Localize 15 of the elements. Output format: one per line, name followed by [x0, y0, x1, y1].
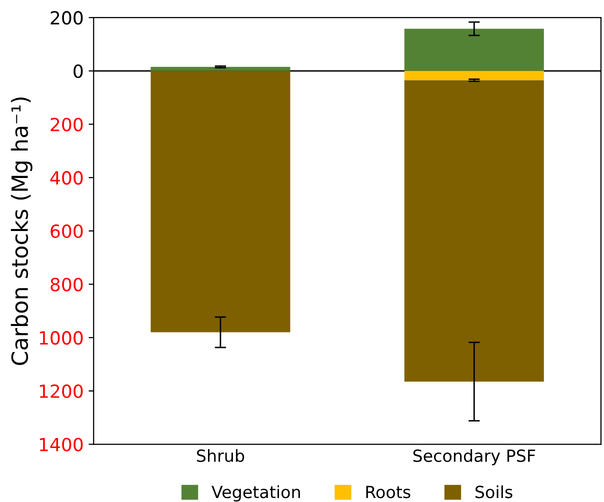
legend-label: Vegetation	[212, 485, 300, 502]
y-tick-label: 0	[74, 64, 83, 78]
y-tick-label: 200	[50, 11, 83, 25]
y-tick-label: 400	[50, 171, 83, 185]
y-tick-label: 1400	[40, 438, 83, 452]
y-axis-title: Carbon stocks (Mg ha⁻¹)	[10, 97, 32, 366]
y-tick-label: 800	[50, 278, 83, 292]
x-tick-label: Shrub	[196, 449, 244, 462]
x-tick-label: Secondary PSF	[413, 449, 536, 466]
y-tick-label: 1200	[40, 384, 83, 398]
y-tick-label: 600	[50, 224, 83, 238]
legend-label: Soils	[476, 485, 512, 498]
y-tick-label: 200	[50, 118, 83, 132]
y-tick-label: 1000	[40, 331, 83, 345]
legend-label: Roots	[366, 486, 410, 498]
